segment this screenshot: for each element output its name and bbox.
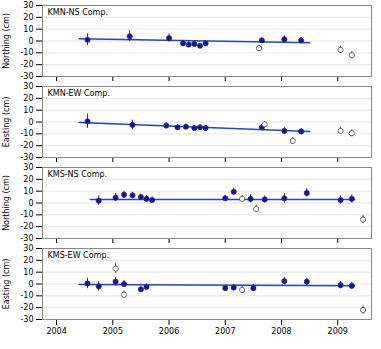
svg-text:-10: -10 (20, 291, 33, 300)
svg-text:10: 10 (23, 187, 33, 196)
svg-text:0: 0 (28, 280, 33, 289)
svg-text:-10: -10 (20, 48, 33, 57)
svg-text:Easting (cm): Easting (cm) (2, 259, 11, 310)
svg-text:-10: -10 (20, 129, 33, 138)
svg-text:2006: 2006 (159, 327, 179, 336)
svg-text:2007: 2007 (215, 327, 235, 336)
svg-text:Northing (cm): Northing (cm) (2, 13, 11, 69)
svg-text:-20: -20 (20, 60, 33, 69)
svg-text:2009: 2009 (328, 327, 348, 336)
svg-text:-20: -20 (20, 303, 33, 312)
svg-text:KMS-EW Comp.: KMS-EW Comp. (48, 251, 110, 260)
svg-text:20: 20 (23, 175, 33, 184)
svg-text:Northing (cm): Northing (cm) (2, 175, 11, 231)
svg-text:10: 10 (23, 268, 33, 277)
svg-text:20: 20 (23, 94, 33, 103)
svg-text:0: 0 (28, 199, 33, 208)
svg-text:KMN-EW Comp.: KMN-EW Comp. (48, 89, 110, 98)
svg-text:-30: -30 (20, 315, 33, 324)
svg-text:10: 10 (23, 106, 33, 115)
svg-text:KMN-NS Comp.: KMN-NS Comp. (48, 8, 109, 17)
svg-text:Easting (cm): Easting (cm) (2, 97, 11, 148)
svg-text:2008: 2008 (271, 327, 291, 336)
svg-text:-20: -20 (20, 141, 33, 150)
svg-text:0: 0 (28, 37, 33, 46)
svg-text:20: 20 (23, 256, 33, 265)
svg-text:-30: -30 (20, 72, 33, 81)
svg-text:30: 30 (23, 163, 33, 172)
svg-text:10: 10 (23, 25, 33, 34)
svg-text:30: 30 (23, 82, 33, 91)
svg-text:30: 30 (23, 244, 33, 253)
svg-text:20: 20 (23, 13, 33, 22)
svg-text:-30: -30 (20, 153, 33, 162)
svg-text:-30: -30 (20, 234, 33, 243)
svg-text:30: 30 (23, 1, 33, 10)
svg-text:2004: 2004 (46, 327, 66, 336)
svg-text:KMS-NS Comp.: KMS-NS Comp. (48, 170, 108, 179)
svg-text:0: 0 (28, 118, 33, 127)
svg-text:-10: -10 (20, 210, 33, 219)
svg-text:-20: -20 (20, 222, 33, 231)
svg-text:2005: 2005 (103, 327, 123, 336)
